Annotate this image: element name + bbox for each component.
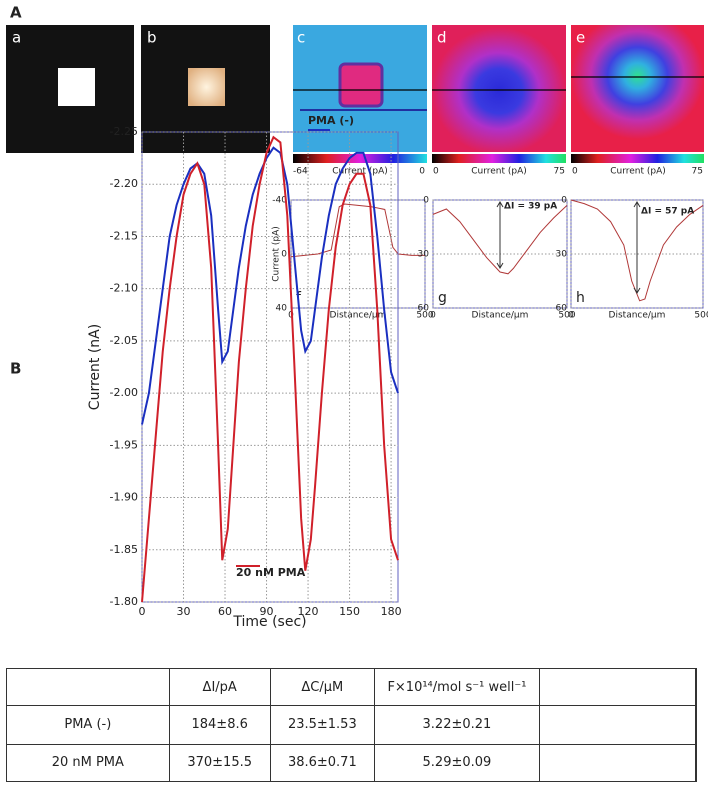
arrow-head xyxy=(496,201,504,269)
y-tick-label: -1.85 xyxy=(110,543,138,556)
x-tick-label: 120 xyxy=(298,605,319,618)
colorbar xyxy=(571,154,704,163)
header-row: ΔI/pA ΔC/μM F×10¹⁴/mol s⁻¹ well⁻¹ xyxy=(7,669,697,707)
table-cell: ΔI/pA xyxy=(168,669,271,707)
table-cell: 5.29±0.09 xyxy=(373,743,540,781)
panel-letter: g xyxy=(438,290,447,306)
y-tick-label: -1.95 xyxy=(110,438,138,451)
x-axis-label: Distance/μm xyxy=(330,311,387,321)
y-axis-label: Current (nA) xyxy=(87,324,103,410)
table-cell xyxy=(538,705,697,745)
table-cell: 184±8.6 xyxy=(168,705,271,745)
y-tick-label: 30 xyxy=(418,250,430,260)
table: ΔI/pA ΔC/μM F×10¹⁴/mol s⁻¹ well⁻¹ PMA (-) 18… xyxy=(7,669,697,781)
x-tick-label: 500 xyxy=(558,311,575,321)
image-feature xyxy=(338,62,384,108)
plot-frame xyxy=(141,131,399,603)
y-tick-label: 40 xyxy=(276,304,288,314)
x-tick-label: 150 xyxy=(339,605,360,618)
colorbar-min: 0 xyxy=(433,167,439,177)
panel-letter: h xyxy=(576,290,585,306)
y-tick-label: 60 xyxy=(418,304,430,314)
arrow-head xyxy=(633,201,641,294)
y-tick-label: -1.90 xyxy=(110,491,138,504)
image-label: e xyxy=(576,29,585,47)
table-cell: PMA (-) xyxy=(7,705,170,745)
y-tick-label: -1.80 xyxy=(110,595,138,608)
x-tick-label: 60 xyxy=(218,605,232,618)
y-tick-label: 0 xyxy=(423,196,429,206)
image-label: d xyxy=(437,29,447,47)
annotation: ΔI = 57 pA xyxy=(641,207,694,217)
panel-label: B xyxy=(10,360,21,378)
results-table: ΔI/pA ΔC/μM F×10¹⁴/mol s⁻¹ well⁻¹ PMA (-) 18… xyxy=(6,668,697,782)
x-tick-label: 30 xyxy=(177,605,191,618)
table-cell: ΔC/μM xyxy=(269,669,375,707)
colorbar-max: 75 xyxy=(554,167,565,177)
y-tick-label: 30 xyxy=(556,250,568,260)
colorbar-max: 75 xyxy=(692,167,703,177)
colorbar-min: 0 xyxy=(572,167,578,177)
y-tick-label: 60 xyxy=(556,304,568,314)
table-row: PMA (-) 184±8.6 23.5±1.53 3.22±0.21 xyxy=(7,705,697,745)
table-cell: 20 nM PMA xyxy=(7,743,170,781)
y-tick-label: -40 xyxy=(272,196,287,206)
y-axis-label: Current (pA) xyxy=(272,226,282,282)
y-tick-label: -2.20 xyxy=(110,177,138,190)
colorbar xyxy=(432,154,566,163)
y-tick-label: 0 xyxy=(561,196,567,206)
x-axis-label: Distance/μm xyxy=(609,311,666,321)
panel-label: A xyxy=(10,4,22,22)
colorbar-title: Current (pA) xyxy=(332,167,388,177)
image-label: c xyxy=(297,29,305,47)
table-cell: 23.5±1.53 xyxy=(269,705,375,745)
colorbar-max: 0 xyxy=(419,167,425,177)
x-axis-label: Time (sec) xyxy=(232,614,306,630)
y-tick-label: -2.25 xyxy=(110,125,138,138)
image-feature xyxy=(58,68,95,106)
x-tick-label: 0 xyxy=(568,311,574,321)
table-cell xyxy=(538,669,697,707)
x-tick-label: 0 xyxy=(430,311,436,321)
table-cell xyxy=(7,669,170,707)
colorbar xyxy=(293,154,427,163)
colorbar-title: Current (pA) xyxy=(471,167,527,177)
colorbar-min: -64 xyxy=(293,167,308,177)
image-label: a xyxy=(12,29,21,47)
y-tick-label: 0 xyxy=(281,250,287,260)
colorbar-title: Current (pA) xyxy=(610,167,666,177)
image-label: b xyxy=(147,29,157,47)
data-line xyxy=(141,135,399,603)
table-cell xyxy=(538,743,697,781)
table-row: 20 nM PMA 370±15.5 38.6±0.71 5.29±0.09 xyxy=(7,743,697,781)
x-tick-label: 180 xyxy=(381,605,402,618)
data-line xyxy=(570,199,704,302)
x-tick-label: 500 xyxy=(694,311,708,321)
data-line xyxy=(141,146,399,425)
y-tick-label: -2.00 xyxy=(110,386,138,399)
x-tick-label: 0 xyxy=(139,605,146,618)
annotation: ΔI = 39 pA xyxy=(504,202,557,212)
legend-label: PMA (-) xyxy=(308,114,354,127)
y-tick-label: -2.10 xyxy=(110,282,138,295)
table-cell: 38.6±0.71 xyxy=(269,743,375,781)
data-line xyxy=(432,205,568,275)
image-e xyxy=(571,25,704,152)
table-cell: F×10¹⁴/mol s⁻¹ well⁻¹ xyxy=(373,669,540,707)
legend-label: 20 nM PMA xyxy=(236,566,306,579)
y-tick-label: -2.15 xyxy=(110,229,138,242)
table-cell: 370±15.5 xyxy=(168,743,271,781)
x-tick-label: 500 xyxy=(416,311,433,321)
image-d xyxy=(432,25,566,152)
x-tick-label: 90 xyxy=(260,605,274,618)
x-axis-label: Distance/μm xyxy=(472,311,529,321)
table-cell: 3.22±0.21 xyxy=(373,705,540,745)
y-tick-label: -2.05 xyxy=(110,334,138,347)
image-feature xyxy=(188,68,225,106)
data-line xyxy=(290,203,425,258)
